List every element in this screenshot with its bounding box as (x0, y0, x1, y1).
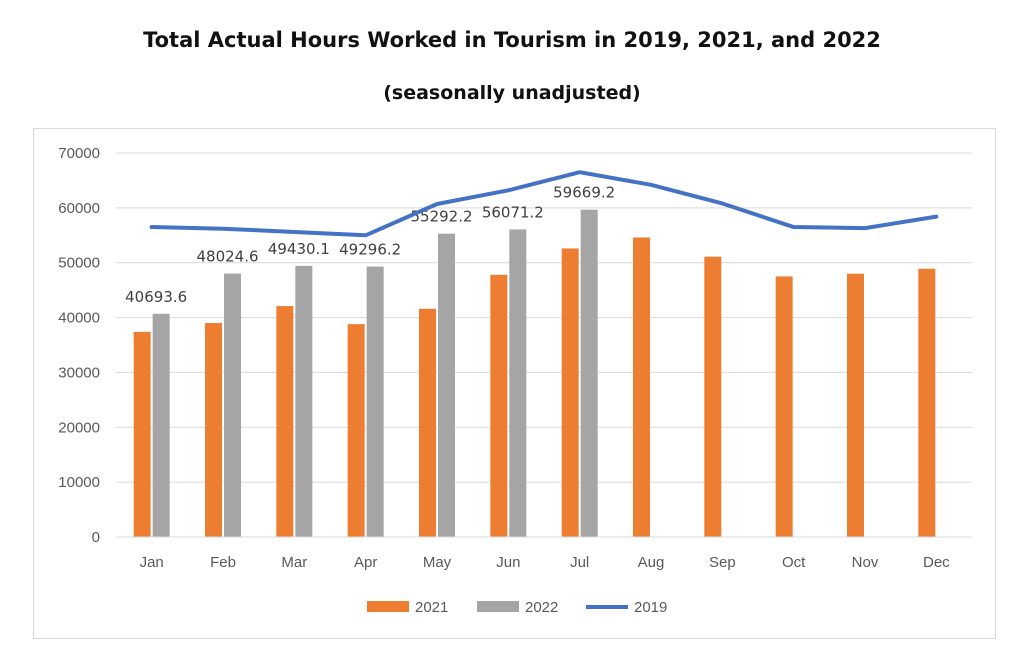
bar-2021-apr (347, 324, 365, 537)
bar-2022-jul (580, 209, 598, 537)
bar-2022-mar (295, 265, 313, 537)
chart-frame: 0 10000 20000 30000 40000 50000 60000 70000 Jan F… (33, 128, 996, 639)
bar-2021-sep (704, 256, 722, 537)
y-tick-label: 60000 (58, 200, 100, 217)
x-tick-label-jan: Jan (140, 554, 164, 571)
chart-subtitle: (seasonally unadjusted) (383, 82, 641, 104)
bar-2022-jun (509, 229, 527, 537)
data-label-2022-may: 55292.2 (410, 208, 472, 226)
y-tick-label: 10000 (58, 474, 100, 491)
bar-2022-apr (366, 266, 384, 537)
line-2019 (149, 170, 939, 238)
bar-2021-oct (775, 276, 793, 537)
data-label-2022-feb: 48024.6 (196, 248, 258, 266)
x-tick-label-aug: Aug (638, 554, 665, 571)
bar-2021-jun (490, 274, 508, 537)
y-tick-label: 50000 (58, 255, 100, 272)
chart-title: Total Actual Hours Worked in Tourism in … (143, 28, 881, 52)
x-tick-label-apr: Apr (354, 554, 377, 571)
x-tick-label-dec: Dec (923, 554, 950, 571)
x-tick-label-jun: Jun (496, 554, 520, 571)
x-tick-label-oct: Oct (782, 554, 806, 571)
y-tick-label: 40000 (58, 310, 100, 327)
legend-label-2022: 2022 (525, 599, 558, 616)
data-label-2022-jun: 56071.2 (482, 203, 544, 221)
bar-2021-dec (918, 268, 936, 537)
bar-2021-jan (133, 331, 151, 537)
bar-2021-nov (847, 273, 864, 537)
x-tick-label-mar: Mar (281, 554, 307, 571)
x-tick-label-sep: Sep (709, 554, 736, 571)
bar-2021-feb (205, 323, 222, 537)
legend-swatch-2022 (477, 601, 519, 612)
x-tick-label-jul: Jul (570, 554, 589, 571)
y-tick-label: 20000 (58, 419, 100, 436)
y-tick-label: 30000 (58, 364, 100, 381)
bar-2022-jan (152, 313, 170, 537)
legend-swatch-2021 (367, 601, 409, 612)
data-label-2022-apr: 49296.2 (339, 241, 401, 259)
bar-2022-may (438, 233, 455, 537)
chart-svg: 0 10000 20000 30000 40000 50000 60000 70000 Jan F… (58, 145, 972, 616)
x-tick-label-nov: Nov (852, 554, 879, 571)
x-tick-label-feb: Feb (210, 554, 236, 571)
bar-2022-feb (224, 273, 241, 537)
data-label-2022-jul: 59669.2 (553, 184, 615, 202)
legend-label-2021: 2021 (415, 599, 448, 616)
bar-2021-may (419, 308, 436, 537)
x-tick-label-may: May (423, 554, 452, 571)
bar-2021-aug (633, 237, 650, 537)
y-tick-label: 0 (92, 529, 100, 546)
bar-2021-mar (276, 306, 294, 537)
data-label-2022-mar: 49430.1 (268, 240, 330, 258)
bar-2021-jul (561, 248, 579, 538)
y-tick-label: 70000 (58, 145, 100, 162)
legend-label-2019: 2019 (634, 599, 667, 616)
data-label-2022-jan: 40693.6 (125, 288, 187, 306)
